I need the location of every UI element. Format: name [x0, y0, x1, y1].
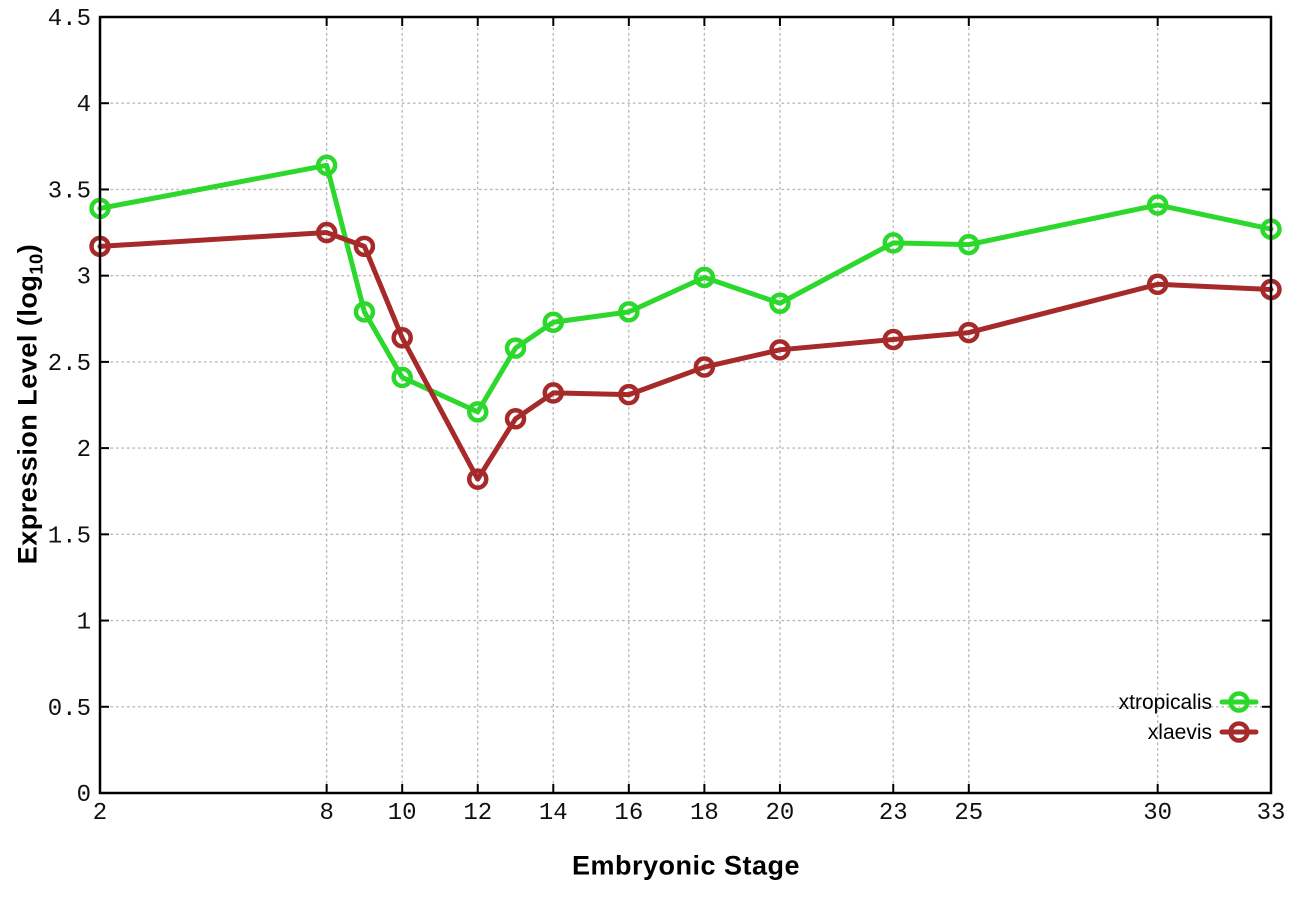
y-tick-label: 1 — [77, 610, 91, 637]
y-tick-label: 0 — [77, 782, 91, 809]
data-point-marker — [769, 292, 791, 315]
plot-border — [98, 15, 1273, 795]
x-tick-label: 14 — [539, 800, 568, 827]
y-tick-label: 2 — [77, 437, 91, 464]
y-tick-label: 4 — [77, 92, 91, 119]
gridlines — [99, 16, 1272, 794]
data-point-marker — [958, 233, 980, 256]
legend-marker-sample — [1228, 721, 1250, 743]
data-point-marker — [353, 235, 376, 258]
data-point-marker — [1146, 194, 1169, 216]
x-tick-label: 16 — [614, 800, 643, 827]
x-tick-label: 30 — [1143, 800, 1172, 827]
data-point-marker — [882, 232, 905, 254]
data-point-marker — [618, 301, 640, 323]
x-tick-label: 23 — [879, 800, 908, 827]
legend-label: xtropicalis — [1119, 691, 1212, 714]
x-tick-label: 25 — [954, 800, 983, 827]
x-tick-label: 2 — [93, 800, 107, 827]
y-tick-label: 3.5 — [48, 178, 91, 205]
legend-item-xtropicalis: xtropicalis — [1119, 691, 1259, 714]
y-axis-title-text: Expression Level (log — [12, 274, 43, 565]
x-tick-label: 18 — [690, 800, 719, 827]
y-axis-title-close: ) — [12, 243, 43, 254]
data-point-marker — [504, 337, 527, 359]
data-point-marker — [391, 366, 413, 389]
y-tick-label: 0.5 — [48, 696, 91, 723]
data-point-marker — [315, 154, 338, 177]
data-point-marker — [958, 321, 980, 344]
x-tick-label: 33 — [1257, 800, 1286, 827]
data-point-marker — [1146, 273, 1169, 296]
series-markers-xtropicalis — [89, 154, 1282, 423]
data-point-marker — [693, 356, 716, 378]
data-point-marker — [882, 328, 905, 351]
data-point-marker — [391, 326, 413, 349]
series-line-xlaevis — [97, 230, 1274, 482]
x-tick-labels: 2 8 10 12 14 16 18 20 23 25 30 33 — [93, 800, 1286, 827]
x-axis-title: Embryonic Stage — [571, 850, 801, 881]
data-point-marker — [542, 382, 565, 404]
x-tick-label: 10 — [388, 800, 417, 827]
series-line-xtropicalis — [97, 162, 1274, 415]
y-tick-label: 3 — [77, 265, 91, 292]
legend-marker-sample — [1228, 691, 1250, 713]
y-tick-label: 1.5 — [48, 523, 91, 550]
data-point-marker — [466, 468, 489, 490]
y-tick-label: 4.5 — [48, 6, 91, 33]
data-point-marker — [315, 221, 338, 244]
x-tick-label: 8 — [319, 800, 333, 827]
x-tick-label: 20 — [766, 800, 795, 827]
y-axis-title-subscript: 10 — [25, 253, 47, 275]
data-point-marker — [693, 266, 716, 289]
y-tick-labels: 0 0.5 1 1.5 2 2.5 3 3.5 4 4.5 — [48, 6, 91, 809]
legend-label: xlaevis — [1148, 721, 1212, 744]
legend-item-xlaevis: xlaevis — [1148, 721, 1259, 744]
legend: xtropicalis xlaevis — [1119, 691, 1259, 744]
data-point-marker — [542, 311, 565, 333]
x-tick-label: 12 — [463, 800, 492, 827]
data-point-marker — [618, 383, 640, 406]
data-point-marker — [353, 301, 376, 323]
y-axis-title: Expression Level (log10) — [12, 244, 47, 565]
y-tick-label: 2.5 — [48, 351, 91, 378]
data-point-marker — [504, 408, 527, 430]
data-point-marker — [769, 339, 791, 361]
data-point-marker — [466, 401, 489, 423]
tick-marks — [99, 16, 1272, 794]
